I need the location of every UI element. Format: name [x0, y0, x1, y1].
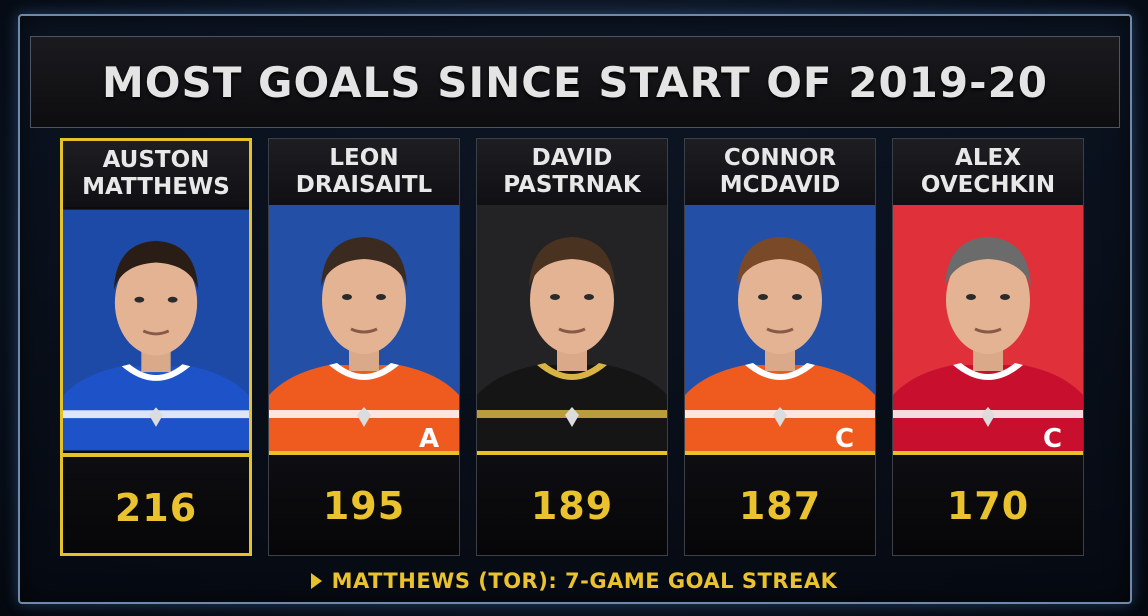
title-bar: MOST GOALS SINCE START OF 2019-20 [30, 36, 1120, 128]
player-card: DAVID PASTRNAK 189 [476, 138, 668, 556]
player-name: ALEX OVECHKIN [893, 139, 1083, 205]
player-first-name: DAVID [531, 145, 613, 171]
card-divider [893, 451, 1083, 455]
player-name: AUSTON MATTHEWS [63, 141, 249, 207]
player-name: CONNOR MCDAVID [685, 139, 875, 205]
player-first-name: AUSTON [102, 147, 210, 173]
card-divider [685, 451, 875, 455]
player-last-name: PASTRNAK [503, 172, 641, 198]
card-divider [63, 453, 249, 457]
player-last-name: DRAISAITL [295, 172, 433, 198]
player-headshot: C [685, 205, 875, 451]
goal-count: 187 [685, 455, 875, 555]
svg-text:C: C [1043, 424, 1062, 451]
player-first-name: ALEX [955, 145, 1021, 171]
player-card: CONNOR MCDAVID C 187 [684, 138, 876, 556]
card-divider [477, 451, 667, 455]
svg-text:C: C [835, 424, 854, 451]
goal-count: 216 [63, 457, 249, 553]
player-name: DAVID PASTRNAK [477, 139, 667, 205]
play-arrow-icon [310, 573, 322, 589]
svg-text:A: A [419, 424, 439, 451]
player-first-name: LEON [329, 145, 399, 171]
footer-ticker: MATTHEWS (TOR): 7-GAME GOAL STREAK [0, 566, 1148, 596]
goal-count: 189 [477, 455, 667, 555]
player-last-name: OVECHKIN [920, 172, 1056, 198]
card-divider [269, 451, 459, 455]
player-last-name: MATTHEWS [82, 174, 230, 200]
player-name: LEON DRAISAITL [269, 139, 459, 205]
player-headshot: C [893, 205, 1083, 451]
player-headshot [63, 207, 249, 453]
player-headshot: A [269, 205, 459, 451]
player-card: LEON DRAISAITL A 195 [268, 138, 460, 556]
footer-text: MATTHEWS (TOR): 7-GAME GOAL STREAK [331, 569, 838, 593]
player-card: ALEX OVECHKIN C 170 [892, 138, 1084, 556]
player-first-name: CONNOR [723, 145, 837, 171]
player-card: AUSTON MATTHEWS 216 [60, 138, 252, 556]
player-last-name: MCDAVID [719, 172, 841, 198]
goal-count: 170 [893, 455, 1083, 555]
graphic-title: MOST GOALS SINCE START OF 2019-20 [101, 57, 1049, 107]
goal-count: 195 [269, 455, 459, 555]
player-headshot [477, 205, 667, 451]
